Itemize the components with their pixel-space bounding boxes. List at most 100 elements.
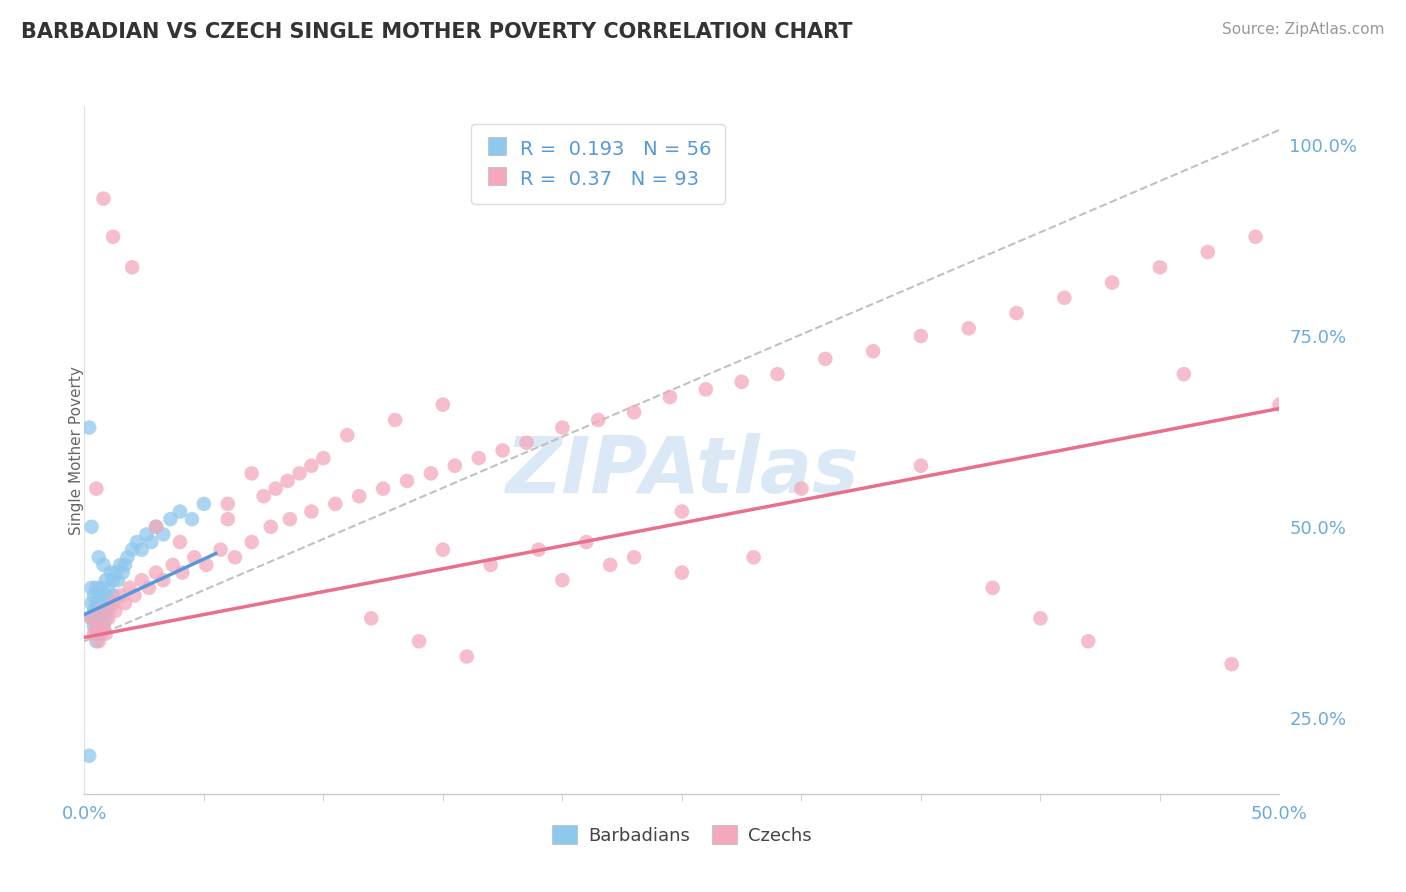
Point xyxy=(277,474,299,488)
Point xyxy=(87,611,110,625)
Point xyxy=(145,520,167,534)
Point xyxy=(195,558,218,572)
Point xyxy=(107,573,129,587)
Point xyxy=(312,451,335,466)
Point xyxy=(114,558,136,572)
Point xyxy=(93,192,115,206)
Point xyxy=(100,596,122,610)
Point xyxy=(93,558,115,572)
Point xyxy=(93,619,115,633)
Point xyxy=(1220,657,1243,672)
Point xyxy=(101,573,124,587)
Point xyxy=(93,604,115,618)
Point xyxy=(1077,634,1099,648)
Point xyxy=(86,482,108,496)
Point xyxy=(183,550,205,565)
Point xyxy=(671,566,693,580)
Point xyxy=(278,512,301,526)
Point xyxy=(131,542,153,557)
Point xyxy=(516,435,538,450)
Point xyxy=(87,589,110,603)
Point xyxy=(135,527,157,541)
Point xyxy=(86,626,108,640)
Text: BARBADIAN VS CZECH SINGLE MOTHER POVERTY CORRELATION CHART: BARBADIAN VS CZECH SINGLE MOTHER POVERTY… xyxy=(21,22,852,42)
Point xyxy=(131,573,153,587)
Point xyxy=(360,611,382,625)
Point xyxy=(87,626,110,640)
Point xyxy=(141,535,163,549)
Point xyxy=(87,634,110,648)
Point xyxy=(623,405,645,419)
Point xyxy=(957,321,980,335)
Point xyxy=(396,474,419,488)
Point xyxy=(1197,245,1219,260)
Point xyxy=(86,611,108,625)
Point xyxy=(80,611,103,625)
Point xyxy=(97,611,120,625)
Point xyxy=(301,504,323,518)
Point xyxy=(209,542,232,557)
Point xyxy=(86,604,108,618)
Point xyxy=(862,344,884,359)
Point xyxy=(790,482,813,496)
Point xyxy=(981,581,1004,595)
Point xyxy=(288,467,311,481)
Point xyxy=(910,329,932,343)
Point xyxy=(118,581,141,595)
Point xyxy=(1244,229,1267,244)
Y-axis label: Single Mother Poverty: Single Mother Poverty xyxy=(69,366,83,535)
Point xyxy=(373,482,395,496)
Point xyxy=(124,589,146,603)
Point xyxy=(766,367,789,381)
Point xyxy=(93,589,115,603)
Legend: Barbadians, Czechs: Barbadians, Czechs xyxy=(543,816,821,854)
Point xyxy=(420,467,443,481)
Point xyxy=(125,535,148,549)
Point xyxy=(623,550,645,565)
Point xyxy=(162,558,184,572)
Point xyxy=(121,260,143,275)
Point xyxy=(94,573,117,587)
Point xyxy=(742,550,765,565)
Point xyxy=(80,520,103,534)
Point xyxy=(110,558,132,572)
Point xyxy=(114,596,136,610)
Point xyxy=(77,420,100,434)
Point xyxy=(551,420,574,434)
Point xyxy=(217,512,239,526)
Text: Source: ZipAtlas.com: Source: ZipAtlas.com xyxy=(1222,22,1385,37)
Point xyxy=(97,604,120,618)
Point xyxy=(1005,306,1028,320)
Point xyxy=(87,550,110,565)
Point xyxy=(117,550,139,565)
Point xyxy=(111,566,134,580)
Point xyxy=(86,619,108,633)
Point xyxy=(77,748,100,763)
Point xyxy=(1173,367,1195,381)
Point xyxy=(104,604,127,618)
Point xyxy=(193,497,215,511)
Point xyxy=(169,535,191,549)
Point xyxy=(551,573,574,587)
Point xyxy=(1029,611,1052,625)
Point xyxy=(87,604,110,618)
Point xyxy=(456,649,478,664)
Point xyxy=(90,581,112,595)
Point xyxy=(492,443,515,458)
Point xyxy=(432,542,454,557)
Point xyxy=(1101,276,1123,290)
Point xyxy=(695,383,717,397)
Point xyxy=(172,566,194,580)
Point xyxy=(80,581,103,595)
Point xyxy=(86,619,108,633)
Point xyxy=(588,413,610,427)
Point xyxy=(240,467,263,481)
Point xyxy=(659,390,682,404)
Point xyxy=(97,581,120,595)
Point xyxy=(349,489,371,503)
Point xyxy=(83,604,105,618)
Point xyxy=(575,535,598,549)
Point xyxy=(384,413,406,427)
Point xyxy=(94,589,117,603)
Point xyxy=(104,566,127,580)
